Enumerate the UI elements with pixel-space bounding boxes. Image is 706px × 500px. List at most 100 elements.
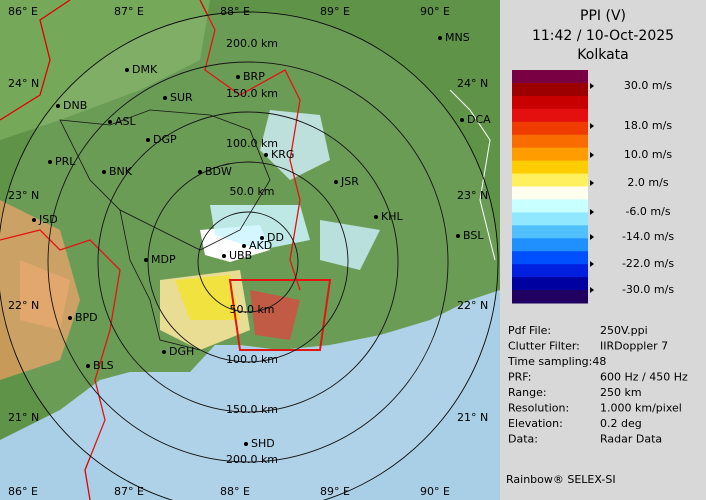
legend-swatch — [512, 251, 588, 265]
city-label: DD — [267, 231, 284, 244]
echo — [320, 220, 380, 270]
city-dot — [144, 258, 148, 262]
legend-swatch — [512, 277, 588, 291]
city-label: BPD — [75, 311, 98, 324]
city-label: DMK — [132, 63, 158, 76]
city-dot — [244, 442, 248, 446]
legend-arrow — [590, 261, 594, 267]
city-label: JSD — [38, 213, 58, 226]
legend-swatch — [512, 264, 588, 278]
legend-swatch — [512, 121, 588, 136]
range-ring — [47, 61, 449, 463]
range-ring — [147, 161, 349, 363]
city-dot — [68, 316, 72, 320]
legend-label: 10.0 m/s — [624, 148, 672, 161]
city-dot — [86, 364, 90, 368]
echo — [210, 205, 310, 250]
city-label: DGP — [153, 133, 177, 146]
header: PPI (V) 11:42 / 10-Oct-2025 Kolkata — [532, 8, 674, 63]
lon-label: 86° E — [8, 5, 38, 18]
lon-label: 87° E — [114, 485, 144, 498]
time: 11:42 / 10-Oct-2025 — [532, 28, 674, 44]
range-label: 50.0 km — [229, 185, 274, 198]
range-label: 150.0 km — [226, 87, 278, 100]
city-dot — [125, 68, 129, 72]
info-value: 250V.ppi — [600, 324, 648, 337]
city-dot — [260, 236, 264, 240]
city-dot — [236, 75, 240, 79]
city-label: DGH — [169, 345, 194, 358]
city-label: BSL — [463, 229, 484, 242]
legend-arrow — [590, 209, 594, 215]
city-dot — [198, 170, 202, 174]
district — [59, 109, 271, 251]
lon-label: 90° E — [420, 5, 450, 18]
city-label: BDW — [205, 165, 232, 178]
info-value: 1.000 km/pixel — [600, 402, 682, 415]
site: Kolkata — [577, 47, 628, 63]
legend-swatch — [512, 134, 588, 149]
echo — [250, 290, 300, 340]
legend-swatch — [512, 160, 588, 175]
lat-label: 24° N — [457, 77, 488, 90]
terrain — [20, 260, 70, 330]
info-label: Clutter Filter: — [508, 340, 580, 353]
range-ring — [197, 211, 299, 313]
city-dot — [460, 118, 464, 122]
lat-label: 22° N — [457, 299, 488, 312]
city-label: BRP — [243, 70, 265, 83]
lat-label: 22° N — [8, 299, 39, 312]
legend-swatch — [512, 186, 588, 200]
city-dot — [162, 350, 166, 354]
city-label: AKD — [249, 239, 272, 252]
title: PPI (V) — [580, 8, 626, 24]
legend-swatch — [512, 108, 588, 123]
lat-label: 21° N — [8, 411, 39, 424]
lat-label: 21° N — [457, 411, 488, 424]
legend-arrow — [590, 123, 594, 129]
legend-swatch — [512, 212, 588, 226]
city-dot — [56, 104, 60, 108]
lat-label: 24° N — [8, 77, 39, 90]
legend-label: -6.0 m/s — [625, 205, 670, 218]
district — [119, 209, 201, 351]
lon-label: 89° E — [320, 5, 350, 18]
city-label: KRG — [271, 148, 294, 161]
range-label: 50.0 km — [229, 303, 274, 316]
terrain — [0, 0, 210, 140]
range-label: 200.0 km — [226, 453, 278, 466]
lon-label: 87° E — [114, 5, 144, 18]
info-label: PRF: — [508, 371, 531, 384]
range-ring — [0, 11, 499, 500]
range-label: 200.0 km — [226, 37, 278, 50]
city-label: SHD — [251, 437, 275, 450]
city-label: PRL — [55, 155, 76, 168]
legend-swatch — [512, 199, 588, 213]
city-dot — [146, 138, 150, 142]
city-label: DCA — [467, 113, 491, 126]
info-value: 600 Hz / 450 Hz — [600, 371, 688, 384]
city-dot — [264, 153, 268, 157]
legend-swatch — [512, 95, 588, 110]
info-value: 0.2 deg — [600, 417, 642, 430]
city-dot — [108, 120, 112, 124]
legend-label: 30.0 m/s — [624, 79, 672, 92]
city-dot — [438, 36, 442, 40]
range-ring — [97, 111, 399, 413]
legend-arrow — [590, 234, 594, 240]
legend-arrow — [590, 83, 594, 89]
city-dot — [374, 215, 378, 219]
range-label: 150.0 km — [226, 403, 278, 416]
info-value: 250 km — [600, 386, 642, 399]
lon-label: 90° E — [420, 485, 450, 498]
range-area — [0, 12, 498, 500]
city-label: BLS — [93, 359, 114, 372]
legend-label: -22.0 m/s — [622, 257, 674, 270]
city-label: JSR — [340, 175, 359, 188]
info-label: Data: — [508, 433, 538, 446]
city-dot — [456, 234, 460, 238]
lat-label: 23° N — [8, 189, 39, 202]
legend-swatch — [512, 173, 588, 187]
lon-label: 88° E — [220, 485, 250, 498]
